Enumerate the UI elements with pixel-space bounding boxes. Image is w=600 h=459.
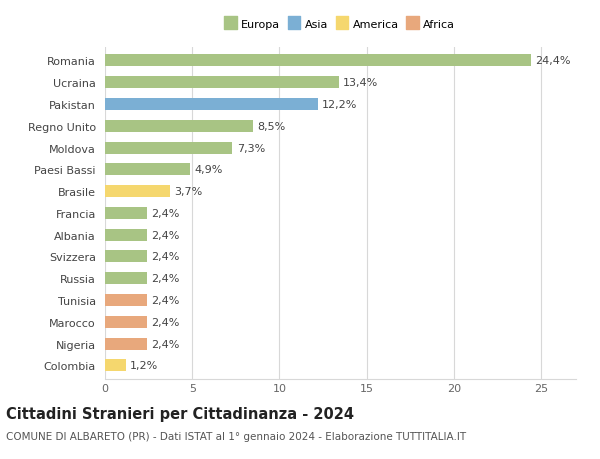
Bar [105,186,170,198]
Bar [105,229,147,241]
Bar [105,338,147,350]
Bar [105,142,232,154]
Legend: Europa, Asia, America, Africa: Europa, Asia, America, Africa [224,17,457,33]
Text: 2,4%: 2,4% [151,339,179,349]
Text: 3,7%: 3,7% [174,187,202,197]
Text: 2,4%: 2,4% [151,274,179,284]
Text: 2,4%: 2,4% [151,208,179,218]
Bar [105,207,147,219]
Text: 8,5%: 8,5% [257,122,286,131]
Text: 4,9%: 4,9% [195,165,223,175]
Text: 13,4%: 13,4% [343,78,379,88]
Text: 2,4%: 2,4% [151,296,179,305]
Text: 12,2%: 12,2% [322,100,358,110]
Text: COMUNE DI ALBARETO (PR) - Dati ISTAT al 1° gennaio 2024 - Elaborazione TUTTITALI: COMUNE DI ALBARETO (PR) - Dati ISTAT al … [6,431,466,442]
Bar [105,360,126,372]
Bar [105,316,147,328]
Text: 7,3%: 7,3% [237,143,265,153]
Bar [105,273,147,285]
Bar [105,294,147,307]
Bar [105,164,190,176]
Text: 2,4%: 2,4% [151,317,179,327]
Text: 2,4%: 2,4% [151,230,179,240]
Bar [105,99,318,111]
Bar [105,251,147,263]
Text: Cittadini Stranieri per Cittadinanza - 2024: Cittadini Stranieri per Cittadinanza - 2… [6,406,354,421]
Text: 1,2%: 1,2% [130,361,158,370]
Text: 24,4%: 24,4% [535,56,571,66]
Bar [105,77,339,89]
Bar [105,120,253,133]
Bar [105,55,530,67]
Text: 2,4%: 2,4% [151,252,179,262]
